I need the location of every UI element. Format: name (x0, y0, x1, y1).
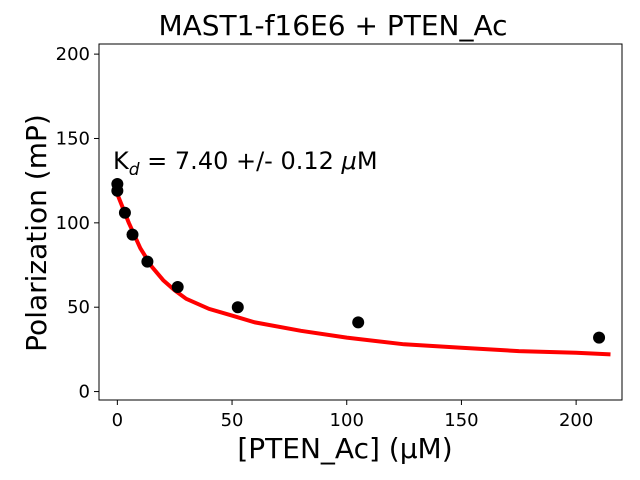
kd-value: = 7.40 +/- 0.12 (140, 147, 342, 175)
y-axis-label: Polarization (mP) (20, 114, 53, 352)
x-tick-label: 200 (559, 410, 593, 431)
data-point (141, 255, 154, 268)
data-point (111, 184, 124, 197)
plot-area (98, 43, 623, 401)
y-tick-label: 0 (79, 382, 90, 403)
data-point (118, 206, 131, 219)
data-point (231, 301, 244, 314)
x-tick-label: 100 (330, 410, 364, 431)
kd-symbol: K (113, 147, 130, 175)
data-point (126, 228, 139, 241)
data-point (593, 331, 606, 344)
data-point (171, 280, 184, 293)
x-axis-label: [PTEN_Ac] (μM) (237, 432, 452, 465)
kd-subscript: d (129, 160, 140, 180)
y-ticks: 0 50 100 150 200 (56, 44, 99, 403)
y-tick-label: 50 (67, 297, 90, 318)
y-tick-label: 200 (56, 44, 90, 65)
kd-annotation: Kd = 7.40 +/- 0.12 μM (113, 147, 378, 180)
chart-title: MAST1-f16E6 + PTEN_Ac (158, 9, 507, 42)
x-tick-label: 150 (444, 410, 478, 431)
x-tick-label: 50 (221, 410, 244, 431)
kd-unit: M (357, 147, 378, 175)
x-ticks: 0 50 100 150 200 (112, 400, 593, 431)
kd-mu: μ (341, 147, 357, 175)
y-tick-label: 150 (56, 128, 90, 149)
data-point (352, 316, 365, 329)
x-tick-label: 0 (112, 410, 123, 431)
y-tick-label: 100 (56, 213, 90, 234)
data-points (111, 178, 606, 344)
